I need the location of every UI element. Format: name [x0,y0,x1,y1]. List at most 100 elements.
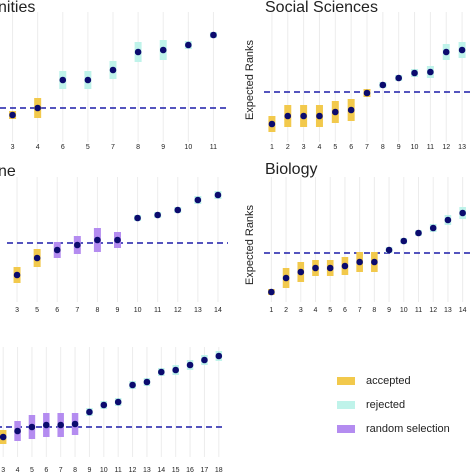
point [43,421,50,429]
point [284,112,292,120]
x-tick-label: 6 [55,307,59,314]
point [268,120,276,128]
point [143,378,151,386]
point [154,211,161,219]
x-tick-label: 1 [269,307,273,314]
x-tick-label: 3 [302,144,306,151]
x-tick-label: 3 [15,307,19,314]
legend-swatch [337,401,355,409]
x-tick-label: 12 [174,307,182,314]
point [159,46,167,54]
x-tick-label: 14 [157,467,165,474]
x-tick-label: 11 [115,467,122,474]
point [94,236,101,244]
point [371,258,378,266]
point [114,398,122,406]
point [210,31,217,39]
x-tick-label: 8 [136,144,140,151]
point [326,264,334,272]
point [332,108,339,116]
point [134,214,141,222]
x-tick-label: 4 [36,144,40,151]
x-tick-label: 13 [458,144,466,151]
chart-title: Biology [265,161,317,178]
point [215,352,223,360]
x-tick-label: 5 [328,307,332,314]
point [312,264,319,272]
point [316,112,323,120]
x-tick-label: 7 [59,467,63,474]
x-tick-label: 7 [358,307,362,314]
point [129,381,136,389]
y-axis-label: Expected Ranks [244,204,256,285]
x-tick-label: 3 [11,144,15,151]
point [268,288,275,296]
point [158,368,165,376]
x-tick-label: 16 [186,467,194,474]
x-tick-label: 10 [184,144,192,151]
point [34,104,41,112]
x-tick-label: 6 [343,307,347,314]
legend-label: rejected [366,399,405,411]
point [84,76,92,84]
x-tick-label: 3 [1,467,5,474]
x-tick-label: 5 [86,144,90,151]
point [297,268,305,276]
x-tick-label: 13 [194,307,202,314]
legend-label: accepted [366,375,411,387]
point [185,41,192,49]
point [59,76,67,84]
point [459,209,466,217]
point [444,216,452,224]
point [400,237,408,245]
point [13,271,21,279]
x-tick-label: 10 [411,144,419,151]
point [385,246,393,254]
x-tick-label: 7 [111,144,115,151]
x-tick-label: 9 [87,467,91,474]
point [415,229,422,237]
x-tick-label: 8 [381,144,385,151]
x-tick-label: 9 [387,307,391,314]
x-tick-label: 14 [459,307,467,314]
legend-swatch [337,425,355,433]
point [363,89,371,97]
x-tick-label: 11 [154,307,161,314]
point [28,423,36,431]
x-tick-label: 14 [214,307,222,314]
x-tick-label: 2 [286,144,290,151]
point [14,427,21,435]
point [100,401,108,409]
x-tick-label: 5 [333,144,337,151]
x-tick-label: 9 [116,307,120,314]
x-tick-label: 12 [442,144,450,151]
x-tick-label: 5 [35,307,39,314]
point [341,262,349,270]
legend-swatch [337,377,355,385]
point [300,112,307,120]
x-tick-label: 12 [129,467,137,474]
point [458,46,466,54]
point [172,366,179,374]
point [282,274,290,282]
x-tick-label: 8 [95,307,99,314]
point [114,236,121,244]
x-tick-label: 7 [365,144,369,151]
x-tick-label: 6 [44,467,48,474]
x-tick-label: 4 [318,144,322,151]
x-tick-label: 4 [16,467,20,474]
point [57,421,64,429]
point [9,111,16,119]
x-tick-label: 17 [201,467,209,474]
point [74,241,81,249]
point [411,69,418,77]
x-tick-label: 1 [270,144,274,151]
x-tick-label: 13 [444,307,452,314]
x-tick-label: 7 [75,307,79,314]
x-tick-label: 8 [73,467,77,474]
x-tick-label: 8 [372,307,376,314]
x-tick-label: 2 [284,307,288,314]
point [356,258,363,266]
point [134,48,142,56]
